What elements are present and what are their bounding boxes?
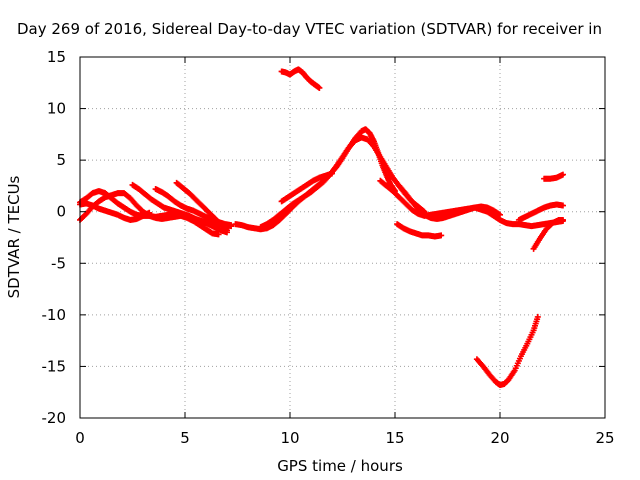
data-point (228, 222, 235, 229)
y-tick-label: 5 (56, 151, 66, 169)
data-point (215, 231, 222, 238)
y-tick-label: -10 (42, 306, 67, 324)
y-axis-label: SDTVAR / TECUs (5, 175, 23, 298)
data-point (316, 84, 323, 91)
data-point (497, 211, 503, 218)
y-tick-label: -20 (42, 409, 67, 427)
x-tick-label: 0 (75, 429, 85, 447)
x-tick-label: 5 (180, 429, 190, 447)
data-point (146, 209, 153, 216)
data-point (560, 202, 566, 209)
axis-ticks: 0 5 10 15 20 25 -20 -15 -10 -5 0 5 10 15 (42, 48, 615, 447)
data-point (560, 216, 566, 223)
plot-frame (79, 56, 606, 419)
data-points (77, 66, 566, 388)
data-point (534, 313, 541, 320)
data-point (560, 171, 566, 178)
x-tick-label: 20 (490, 429, 509, 447)
y-tick-label: -15 (42, 357, 67, 375)
y-tick-label: 10 (47, 100, 66, 118)
chart-title: Day 269 of 2016, Sidereal Day-to-day VTE… (17, 20, 602, 38)
data-point (222, 226, 229, 233)
x-axis-label: GPS time / hours (277, 457, 403, 475)
x-tick-label: 10 (280, 429, 299, 447)
data-point (224, 227, 230, 234)
x-tick-label: 15 (385, 429, 404, 447)
x-tick-label: 25 (595, 429, 614, 447)
grid-lines (80, 57, 605, 418)
data-point (329, 170, 335, 177)
y-tick-label: 0 (56, 203, 66, 221)
y-tick-label: -5 (51, 254, 66, 272)
data-point (438, 232, 445, 239)
y-tick-label: 15 (47, 48, 66, 66)
